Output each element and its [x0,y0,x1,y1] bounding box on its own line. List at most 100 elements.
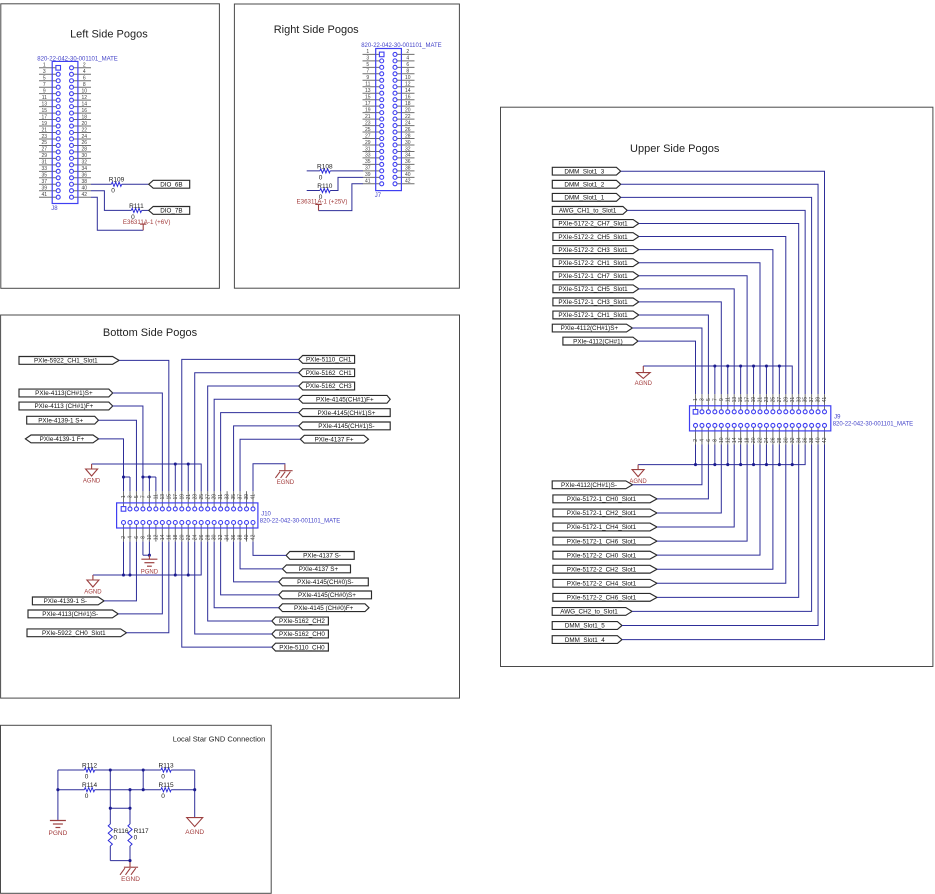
svg-text:25: 25 [199,494,205,500]
svg-text:19: 19 [751,397,757,403]
svg-text:7: 7 [366,69,369,75]
svg-text:18: 18 [82,114,88,120]
svg-text:41: 41 [365,179,371,185]
svg-text:PXIe-5172-2_CH6_Slot1: PXIe-5172-2_CH6_Slot1 [567,595,637,602]
svg-text:22: 22 [82,127,88,133]
svg-text:35: 35 [803,397,809,403]
svg-text:R111: R111 [129,203,144,210]
svg-text:AGND: AGND [83,478,101,484]
svg-text:40: 40 [244,534,250,540]
svg-text:20: 20 [751,437,757,443]
svg-text:2: 2 [693,439,699,442]
svg-text:PXIe-5172-1_CH5_Slot1: PXIe-5172-1_CH5_Slot1 [558,286,628,293]
svg-text:23: 23 [42,134,48,140]
svg-text:9: 9 [366,75,369,81]
svg-text:AGND: AGND [185,829,204,836]
svg-text:E36311A-1 (+6V): E36311A-1 (+6V) [123,219,171,226]
svg-text:3: 3 [128,495,134,498]
svg-text:17: 17 [42,114,48,120]
svg-text:PXIe-4137 F+: PXIe-4137 F+ [315,436,354,443]
svg-text:PXIe-4112(CH#1): PXIe-4112(CH#1) [573,338,623,345]
svg-text:40: 40 [405,172,411,178]
svg-text:6: 6 [83,76,86,82]
svg-text:DIO_7B: DIO_7B [160,208,182,215]
svg-text:31: 31 [790,397,796,403]
svg-text:15: 15 [166,494,172,500]
svg-text:PXIe-4145(CH#0)S+: PXIe-4145(CH#0)S+ [298,592,356,599]
svg-text:36: 36 [803,437,809,443]
svg-text:39: 39 [42,186,48,192]
svg-text:35: 35 [42,173,48,179]
svg-text:28: 28 [82,147,88,153]
svg-text:820-22-042-30-001101_MATE: 820-22-042-30-001101_MATE [361,43,442,49]
svg-text:PXIe-5172-2_CH2_Slot1: PXIe-5172-2_CH2_Slot1 [567,566,637,573]
svg-text:42: 42 [405,179,411,185]
svg-text:16: 16 [82,108,88,114]
svg-text:DMM_Slot1_1: DMM_Slot1_1 [564,195,604,202]
svg-text:PXIe-4145(CH#1)F+: PXIe-4145(CH#1)F+ [316,397,374,404]
svg-text:3: 3 [366,56,369,62]
svg-text:29: 29 [42,153,48,159]
svg-text:23: 23 [365,120,371,126]
svg-text:0: 0 [85,773,89,780]
svg-text:41: 41 [822,397,828,403]
svg-text:19: 19 [42,121,48,127]
svg-text:1: 1 [366,49,369,55]
svg-text:J9: J9 [834,415,841,421]
svg-text:R115: R115 [159,782,174,789]
svg-text:R116: R116 [113,828,128,835]
svg-text:R113: R113 [159,762,174,769]
svg-text:PXIe-5162_CH2: PXIe-5162_CH2 [279,618,325,625]
svg-text:33: 33 [365,153,371,159]
svg-text:29: 29 [365,140,371,146]
svg-text:4: 4 [700,439,706,442]
svg-text:13: 13 [160,494,166,500]
svg-text:Local Star GND Connection: Local Star GND Connection [173,735,266,744]
svg-text:34: 34 [796,437,802,443]
svg-text:24: 24 [192,534,198,540]
svg-text:23: 23 [764,397,770,403]
svg-text:Bottom Side Pogos: Bottom Side Pogos [103,327,198,339]
svg-text:34: 34 [405,153,411,159]
svg-text:30: 30 [82,153,88,159]
svg-text:PXIe-4139-1 S+: PXIe-4139-1 S+ [38,417,83,424]
svg-text:37: 37 [42,179,48,185]
svg-text:32: 32 [82,160,88,166]
svg-text:14: 14 [732,437,738,443]
svg-text:27: 27 [205,494,211,500]
svg-text:2: 2 [83,63,86,69]
svg-text:R117: R117 [134,828,149,835]
svg-text:25: 25 [771,397,777,403]
svg-text:DMM_Slot1_3: DMM_Slot1_3 [564,168,604,175]
svg-text:13: 13 [42,101,48,107]
svg-text:820-22-042-30-001101_MATE: 820-22-042-30-001101_MATE [833,421,914,427]
svg-text:26: 26 [199,534,205,540]
svg-text:0: 0 [111,188,115,195]
svg-text:14: 14 [405,88,411,94]
svg-text:36: 36 [405,159,411,165]
svg-text:5: 5 [43,76,46,82]
svg-text:J8: J8 [51,206,58,212]
svg-text:PGND: PGND [49,830,68,837]
svg-text:42: 42 [82,192,88,198]
svg-text:12: 12 [153,534,159,540]
svg-text:8: 8 [712,439,718,442]
svg-text:32: 32 [405,146,411,152]
svg-text:820-22-042-30-001101_MATE: 820-22-042-30-001101_MATE [37,56,118,62]
svg-text:24: 24 [405,120,411,126]
svg-text:PXIe-5172-1_CH1_Slot1: PXIe-5172-1_CH1_Slot1 [558,312,628,319]
svg-text:4: 4 [128,536,134,539]
svg-text:36: 36 [231,534,237,540]
svg-text:PXIe-5172-2_CH4_Slot1: PXIe-5172-2_CH4_Slot1 [567,580,637,587]
svg-text:1: 1 [43,63,46,69]
svg-text:5: 5 [706,398,712,401]
svg-text:18: 18 [405,101,411,107]
svg-text:14: 14 [160,534,166,540]
svg-text:11: 11 [365,82,370,88]
svg-text:9: 9 [719,398,725,401]
svg-text:PXIe-5172-1_CH6_Slot1: PXIe-5172-1_CH6_Slot1 [567,538,637,545]
svg-text:26: 26 [405,127,411,133]
svg-text:6: 6 [706,439,712,442]
svg-text:31: 31 [42,160,48,166]
svg-text:19: 19 [365,107,371,113]
